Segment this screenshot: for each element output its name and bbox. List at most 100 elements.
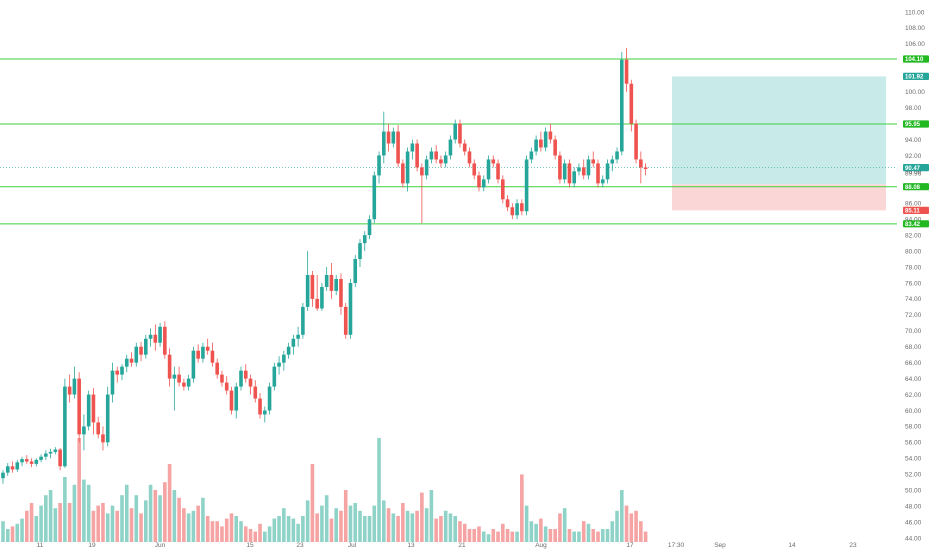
level-price-tag-bg bbox=[903, 120, 929, 128]
volume-bar bbox=[610, 521, 615, 542]
volume-bar bbox=[382, 500, 386, 542]
candle-body bbox=[167, 354, 172, 379]
candle-body bbox=[496, 163, 500, 180]
volume-bar bbox=[201, 497, 205, 542]
candle-body bbox=[543, 131, 548, 148]
volume-bar bbox=[34, 516, 39, 542]
volume-bar bbox=[139, 513, 143, 542]
candle-body bbox=[591, 159, 596, 164]
candle-body bbox=[391, 131, 396, 144]
time-axis[interactable]: 11 19 Jun 15 23 Jul 13 21 Aug 17 17:30 Sep 14 23 bbox=[37, 542, 857, 549]
volume-bar bbox=[420, 492, 424, 542]
volume-bar bbox=[539, 518, 543, 542]
price-axis[interactable]: 110.00108.00106.00104.00102.00100.0098.0… bbox=[905, 9, 925, 542]
volume-bar bbox=[339, 510, 343, 542]
y-tick-label: 82.00 bbox=[905, 232, 922, 239]
candle-body bbox=[510, 207, 515, 216]
y-tick-label: 86.00 bbox=[905, 201, 922, 208]
volume-bar bbox=[491, 529, 496, 542]
candle-body bbox=[67, 386, 72, 395]
volume-bar bbox=[586, 523, 591, 542]
volume-bar bbox=[515, 531, 519, 542]
candle-body bbox=[182, 382, 186, 387]
candle-body bbox=[572, 171, 576, 184]
volume-bar bbox=[600, 529, 605, 542]
candle-body bbox=[348, 282, 353, 335]
candle-body bbox=[139, 346, 143, 355]
volume-bar bbox=[191, 510, 196, 542]
current-price-tag-bg bbox=[903, 164, 929, 172]
candle-body bbox=[153, 334, 158, 343]
volume-bar bbox=[67, 503, 72, 542]
x-tick-label: 11 bbox=[37, 542, 44, 549]
y-tick-label: 90.00 bbox=[905, 169, 922, 176]
y-tick-label: 52.00 bbox=[905, 472, 922, 479]
candle-body bbox=[605, 163, 610, 180]
volume-bar bbox=[267, 526, 272, 542]
candle-body bbox=[534, 139, 538, 152]
volume-bar bbox=[101, 503, 105, 542]
volume-bar bbox=[534, 523, 538, 542]
loss-zone[interactable] bbox=[672, 184, 886, 211]
volume-bar bbox=[629, 513, 634, 542]
volume-bar bbox=[596, 531, 600, 542]
candle-body bbox=[343, 306, 348, 335]
candle-body bbox=[20, 459, 24, 463]
price-tags: 104.10 95.95 88.08 83.42 101.92 85.11 90.4789.… bbox=[903, 55, 929, 228]
volume-bar bbox=[239, 521, 243, 542]
volume-bar bbox=[15, 523, 20, 542]
volume-bar bbox=[353, 503, 358, 542]
candle-body bbox=[63, 386, 67, 467]
candle-body bbox=[96, 422, 100, 435]
candle-body bbox=[29, 461, 34, 464]
volume-bar bbox=[439, 516, 443, 542]
candle-body bbox=[520, 203, 524, 212]
candle-body bbox=[529, 151, 534, 160]
candle-body bbox=[177, 374, 181, 383]
volume-bar bbox=[272, 518, 277, 542]
candle-body bbox=[10, 466, 15, 470]
candle-body bbox=[372, 175, 377, 220]
volume-bar bbox=[291, 518, 296, 542]
volume-bar bbox=[643, 531, 648, 542]
volume-bar bbox=[248, 529, 253, 542]
candle-body bbox=[434, 151, 438, 160]
volume-bar bbox=[481, 531, 486, 542]
candle-body bbox=[101, 434, 105, 443]
volume-bar bbox=[391, 513, 396, 542]
candle-body bbox=[267, 386, 272, 411]
volume-bar bbox=[110, 505, 115, 542]
y-tick-label: 76.00 bbox=[905, 280, 922, 287]
candle-body bbox=[186, 378, 191, 387]
volume-bar bbox=[263, 531, 267, 542]
volume-bar bbox=[372, 505, 377, 542]
volume-bar bbox=[510, 531, 515, 542]
profit-zone[interactable] bbox=[672, 76, 886, 185]
y-tick-label: 110.00 bbox=[905, 9, 925, 16]
volume-bar bbox=[277, 516, 281, 542]
volume-bar bbox=[258, 523, 262, 542]
volume-bar bbox=[158, 495, 162, 542]
y-tick-label: 46.00 bbox=[905, 519, 922, 526]
volume-bar bbox=[567, 529, 572, 542]
volume-bar bbox=[120, 495, 124, 542]
candle-body bbox=[205, 346, 210, 351]
candle-body bbox=[210, 350, 215, 363]
volume-bar bbox=[577, 531, 581, 542]
candle-body bbox=[396, 131, 400, 164]
candle-body bbox=[558, 155, 562, 180]
volume-bar bbox=[443, 510, 448, 542]
volume-bar bbox=[220, 526, 224, 542]
y-tick-label: 56.00 bbox=[905, 440, 922, 447]
level-price-tag: 83.42 bbox=[905, 222, 921, 228]
y-tick-label: 70.00 bbox=[905, 328, 922, 335]
volume-bar bbox=[196, 505, 200, 542]
candle-body bbox=[329, 275, 334, 291]
volume-bar bbox=[429, 490, 434, 542]
candle-body bbox=[643, 167, 648, 170]
volume-bar bbox=[320, 505, 324, 542]
volume-bar bbox=[548, 529, 553, 542]
volume-bar bbox=[358, 510, 362, 542]
current-price-countdown: 89.96 bbox=[905, 170, 922, 177]
